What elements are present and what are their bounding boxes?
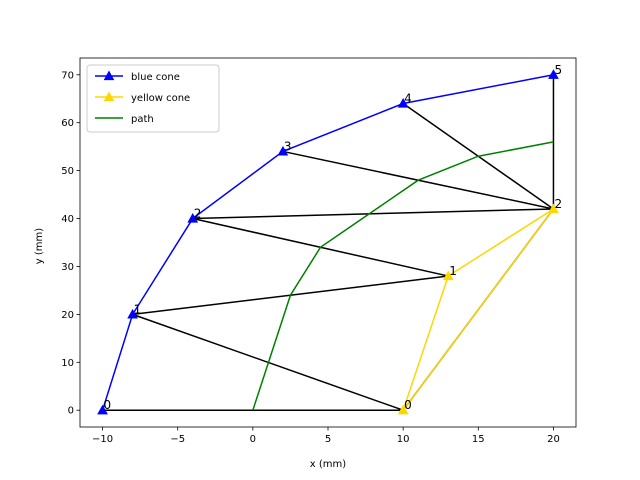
y-tick-label-5: 50 bbox=[61, 166, 74, 177]
yellow-cone-chord bbox=[402, 208, 555, 411]
legend-label-0: blue cone bbox=[131, 72, 180, 83]
x-tick-label-0: −10 bbox=[92, 434, 113, 445]
x-tick-label-2: 0 bbox=[250, 434, 256, 445]
y-tick-label-0: 0 bbox=[68, 406, 74, 417]
point-label-yellow-cone-0: 0 bbox=[404, 398, 412, 412]
triangulation-edge-4 bbox=[192, 208, 554, 220]
legend-marker-0 bbox=[103, 70, 115, 81]
x-tick-label-3: 5 bbox=[325, 434, 331, 445]
series-marker-blue-cone-5 bbox=[548, 69, 559, 79]
series-marker-blue-cone-2 bbox=[187, 213, 199, 223]
y-tick-label-3: 30 bbox=[61, 262, 74, 273]
x-tick-label-5: 15 bbox=[472, 434, 485, 445]
series-marker-blue-cone-3 bbox=[277, 145, 289, 156]
series-line-blue-cone bbox=[101, 74, 554, 411]
legend-marker-1 bbox=[103, 91, 115, 102]
x-axis-label: x (mm) bbox=[310, 459, 346, 470]
legend-label-1: yellow cone bbox=[131, 93, 190, 104]
y-tick-label-1: 10 bbox=[61, 358, 74, 369]
y-axis-label: y (mm) bbox=[34, 228, 45, 264]
point-label-blue-cone-4: 4 bbox=[404, 92, 412, 106]
series-marker-blue-cone-1 bbox=[127, 308, 138, 319]
point-label-blue-cone-1: 1 bbox=[134, 302, 142, 316]
series-marker-yellow-cone-2 bbox=[548, 203, 559, 214]
point-label-blue-cone-5: 5 bbox=[554, 63, 562, 77]
y-tick-label-6: 60 bbox=[61, 118, 74, 129]
point-label-blue-cone-2: 2 bbox=[194, 207, 202, 221]
x-tick-label-4: 10 bbox=[397, 434, 410, 445]
legend: blue cone yellow cone path bbox=[86, 64, 220, 133]
series-marker-yellow-cone-1 bbox=[442, 270, 454, 281]
series-marker-blue-cone-0 bbox=[97, 404, 108, 415]
legend-label-2: path bbox=[131, 114, 154, 125]
x-tick-label-6: 20 bbox=[547, 434, 560, 445]
plot-area: 0 1 2 3 4 5 0 1 2 bbox=[97, 63, 562, 415]
series-marker-blue-cone-4 bbox=[397, 97, 409, 108]
point-label-yellow-cone-2: 2 bbox=[554, 197, 562, 211]
series-line-path bbox=[252, 141, 554, 411]
y-tick-label-7: 70 bbox=[61, 70, 74, 81]
point-label-blue-cone-0: 0 bbox=[104, 398, 112, 412]
y-tick-label-2: 20 bbox=[61, 310, 74, 321]
legend-box bbox=[86, 64, 220, 133]
y-tick-label-4: 40 bbox=[61, 214, 74, 225]
point-label-yellow-cone-1: 1 bbox=[449, 264, 457, 278]
point-label-blue-cone-3: 3 bbox=[284, 139, 292, 153]
x-tick-label-1: −5 bbox=[170, 434, 185, 445]
series-marker-yellow-cone-0 bbox=[397, 404, 409, 415]
